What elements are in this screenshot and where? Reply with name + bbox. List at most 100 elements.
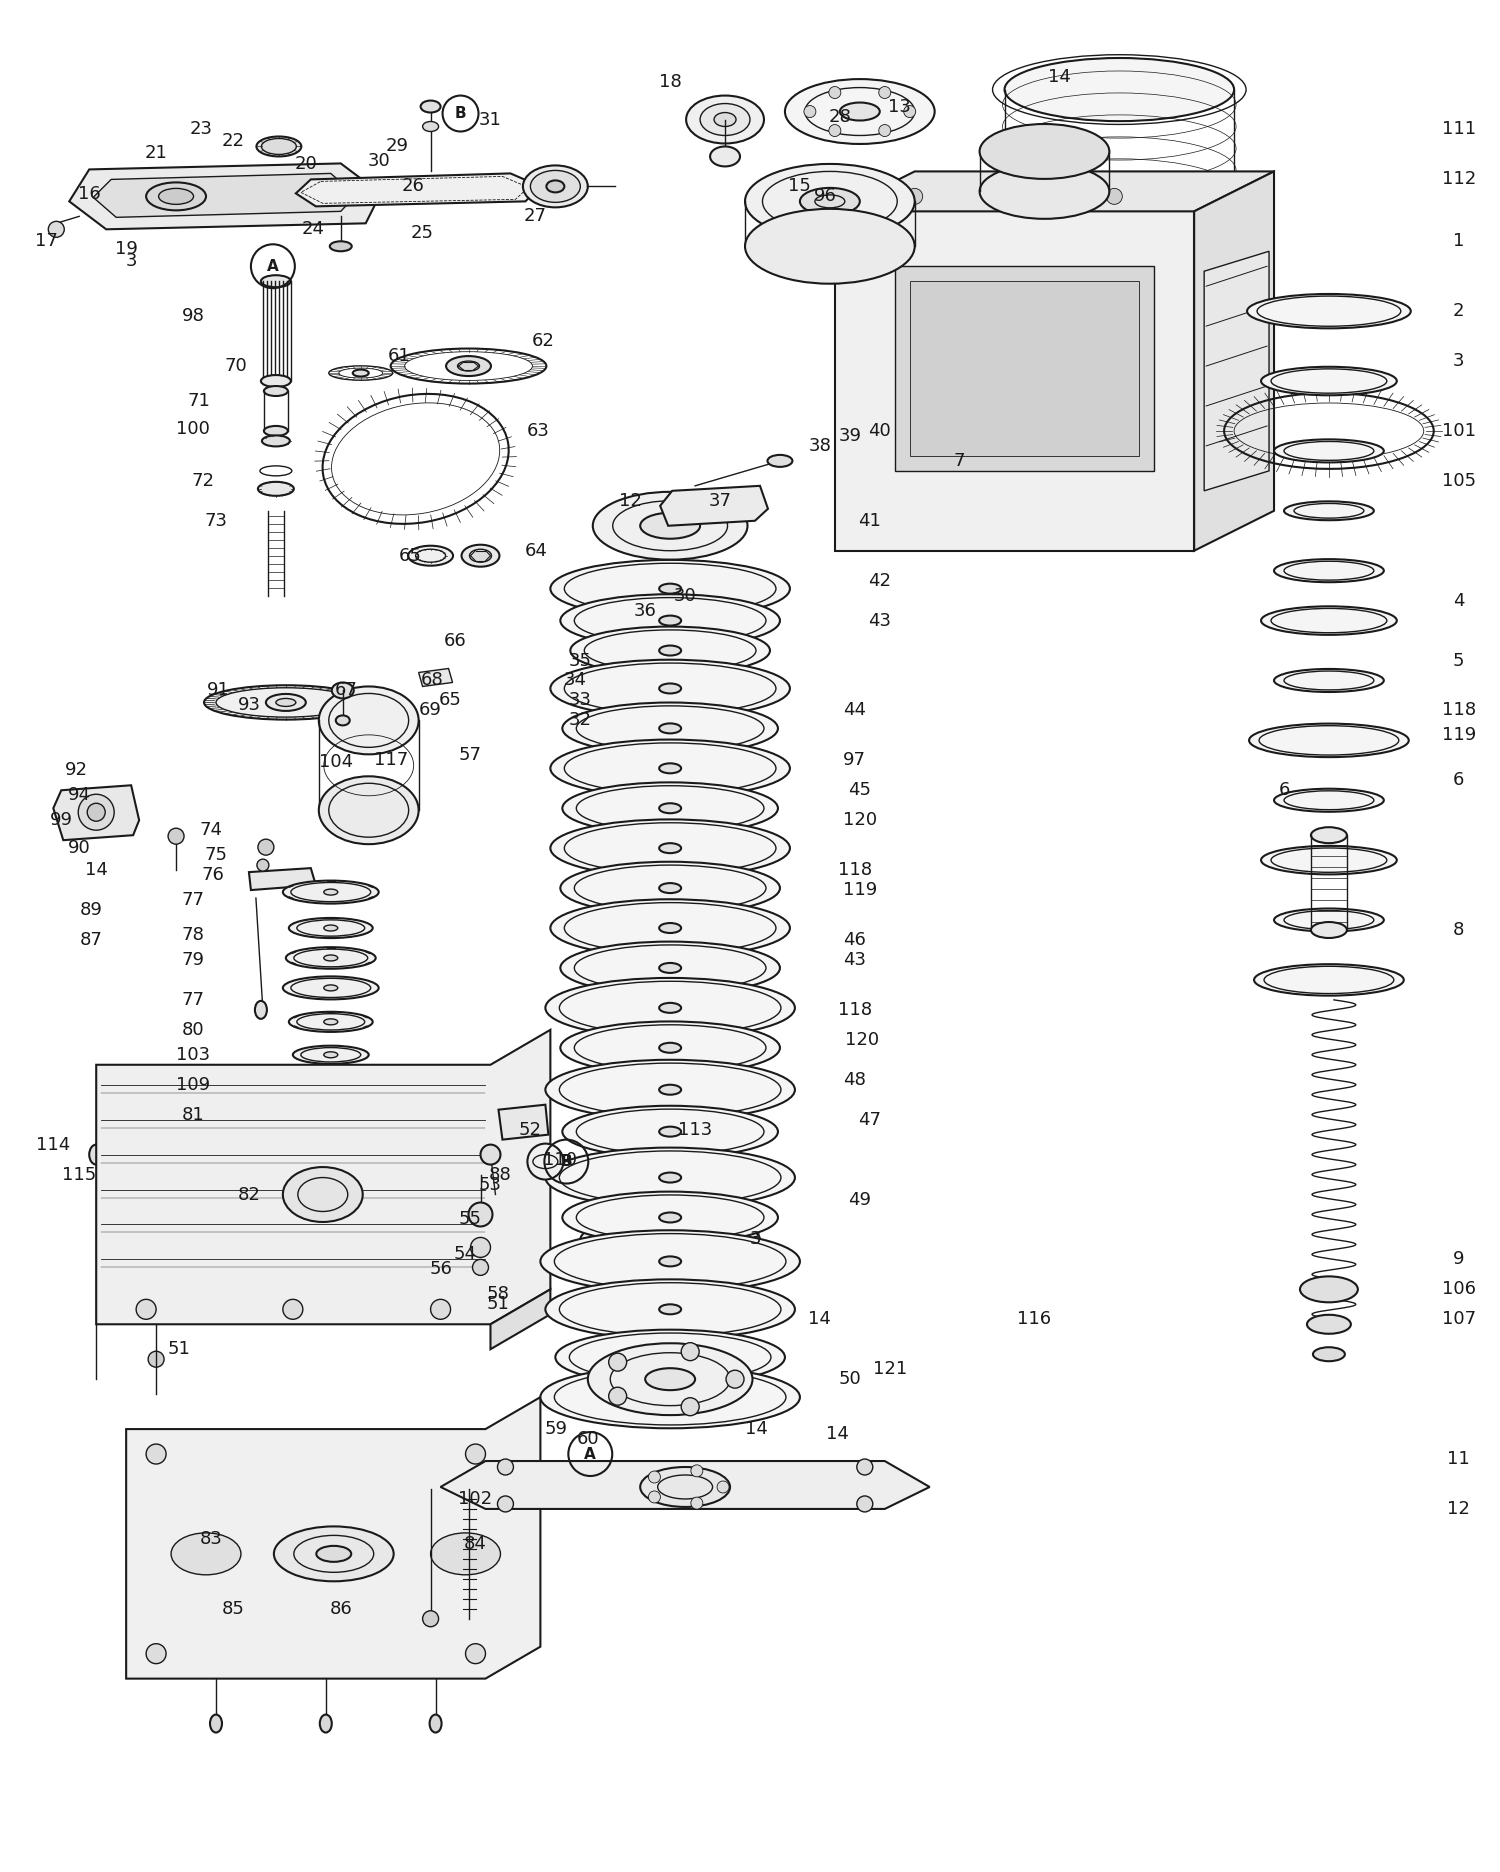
Ellipse shape (840, 103, 880, 120)
Ellipse shape (580, 758, 760, 803)
Text: 77: 77 (182, 990, 204, 1009)
Ellipse shape (540, 1230, 800, 1292)
Polygon shape (296, 174, 540, 206)
Ellipse shape (546, 1279, 795, 1338)
Ellipse shape (284, 880, 378, 904)
Text: 91: 91 (207, 681, 230, 700)
Ellipse shape (1274, 440, 1384, 462)
Ellipse shape (458, 361, 480, 371)
Ellipse shape (274, 1526, 393, 1582)
Ellipse shape (324, 985, 338, 990)
Ellipse shape (660, 691, 680, 700)
Text: 2: 2 (1454, 301, 1464, 320)
Ellipse shape (324, 1078, 338, 1084)
Circle shape (146, 1443, 166, 1464)
Text: 67: 67 (334, 681, 357, 700)
Circle shape (148, 1352, 164, 1367)
Ellipse shape (550, 739, 790, 797)
Text: B: B (454, 107, 466, 122)
Text: 72: 72 (192, 472, 214, 490)
Text: 75: 75 (204, 846, 228, 865)
Ellipse shape (658, 584, 681, 593)
Ellipse shape (1312, 1348, 1346, 1361)
Text: 46: 46 (843, 930, 866, 949)
Ellipse shape (686, 95, 764, 144)
Text: 25: 25 (411, 225, 434, 241)
Ellipse shape (1250, 724, 1408, 756)
Text: 106: 106 (1442, 1280, 1476, 1299)
Ellipse shape (555, 1329, 784, 1385)
Text: 114: 114 (36, 1136, 70, 1153)
Text: 39: 39 (839, 427, 861, 446)
Ellipse shape (980, 124, 1110, 180)
Ellipse shape (1005, 202, 1234, 266)
Text: 17: 17 (34, 232, 57, 251)
Ellipse shape (660, 1280, 680, 1288)
Text: 30: 30 (368, 152, 390, 170)
Text: 119: 119 (1442, 726, 1476, 745)
Ellipse shape (561, 1022, 780, 1075)
Ellipse shape (324, 1018, 338, 1024)
Circle shape (692, 1466, 703, 1477)
Text: 29: 29 (386, 137, 408, 155)
Text: 65: 65 (399, 547, 422, 565)
Text: 51: 51 (488, 1295, 510, 1314)
Ellipse shape (640, 513, 700, 539)
Ellipse shape (700, 103, 750, 135)
Ellipse shape (352, 369, 369, 376)
Text: 100: 100 (176, 419, 210, 438)
Ellipse shape (580, 917, 760, 962)
Ellipse shape (603, 713, 738, 747)
Ellipse shape (446, 356, 491, 376)
Ellipse shape (290, 1071, 372, 1091)
Text: 69: 69 (419, 702, 442, 719)
Ellipse shape (658, 1043, 681, 1052)
Circle shape (648, 1490, 660, 1503)
Ellipse shape (612, 651, 728, 680)
Text: 6: 6 (1454, 771, 1464, 790)
Text: 3: 3 (1454, 352, 1464, 371)
Text: 14: 14 (1048, 67, 1071, 86)
Text: 103: 103 (176, 1046, 210, 1063)
Ellipse shape (292, 1046, 369, 1063)
Text: 98: 98 (182, 307, 204, 326)
Ellipse shape (746, 165, 915, 240)
Text: 61: 61 (387, 346, 410, 365)
Text: 21: 21 (144, 144, 168, 163)
Circle shape (78, 794, 114, 829)
Polygon shape (498, 1104, 549, 1140)
Ellipse shape (264, 386, 288, 397)
Circle shape (256, 859, 268, 870)
Ellipse shape (592, 960, 748, 1000)
Text: 27: 27 (524, 208, 548, 225)
Text: 111: 111 (1442, 120, 1476, 139)
Text: 30: 30 (674, 586, 696, 605)
Text: 112: 112 (1442, 170, 1476, 189)
Text: 22: 22 (222, 133, 245, 150)
Ellipse shape (980, 165, 1110, 219)
Ellipse shape (660, 1161, 680, 1170)
Text: 105: 105 (1442, 472, 1476, 490)
Ellipse shape (600, 618, 740, 653)
Ellipse shape (658, 646, 681, 655)
Text: 116: 116 (1017, 1310, 1052, 1329)
Polygon shape (490, 1290, 550, 1350)
Ellipse shape (284, 1097, 378, 1119)
Text: 6: 6 (1278, 781, 1290, 799)
Ellipse shape (658, 842, 681, 854)
Ellipse shape (658, 616, 681, 625)
Text: 18: 18 (658, 73, 681, 90)
Ellipse shape (1274, 788, 1384, 812)
Ellipse shape (550, 560, 790, 618)
Ellipse shape (592, 492, 747, 560)
Text: 53: 53 (478, 1176, 502, 1194)
Text: 86: 86 (330, 1601, 352, 1617)
Ellipse shape (524, 165, 588, 208)
Ellipse shape (660, 726, 680, 736)
Polygon shape (1194, 172, 1274, 550)
Circle shape (1007, 189, 1023, 204)
Text: 41: 41 (858, 511, 880, 530)
Text: 20: 20 (294, 155, 316, 174)
Ellipse shape (255, 1002, 267, 1018)
Ellipse shape (658, 1305, 681, 1314)
